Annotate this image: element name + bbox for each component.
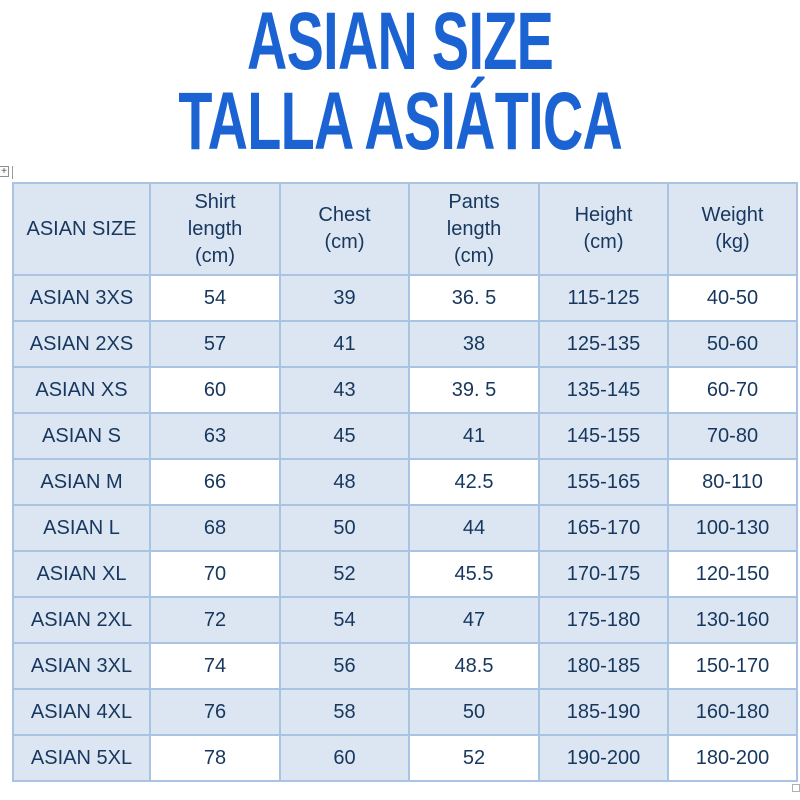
table-row: ASIAN L 68 50 44 165-170 100-130 (12, 504, 798, 552)
value-cell: 60-70 (667, 366, 798, 414)
value-cell: 58 (279, 688, 410, 736)
value-cell: 68 (149, 504, 281, 552)
value-cell: 39 (279, 274, 410, 322)
size-label-cell: ASIAN S (12, 412, 151, 460)
value-cell: 50-60 (667, 320, 798, 368)
size-label-cell: ASIAN XS (12, 366, 151, 414)
value-cell: 160-180 (667, 688, 798, 736)
table-row: ASIAN M 66 48 42.5 155-165 80-110 (12, 458, 798, 506)
table-move-handle-icon[interactable]: + (0, 166, 9, 177)
size-label-cell: ASIAN 2XL (12, 596, 151, 644)
value-cell: 100-130 (667, 504, 798, 552)
value-cell: 39. 5 (408, 366, 540, 414)
value-cell: 54 (149, 274, 281, 322)
value-cell: 48 (279, 458, 410, 506)
value-cell: 41 (279, 320, 410, 368)
value-cell: 165-170 (538, 504, 669, 552)
value-cell: 170-175 (538, 550, 669, 598)
value-cell: 40-50 (667, 274, 798, 322)
value-cell: 180-185 (538, 642, 669, 690)
size-label-cell: ASIAN XL (12, 550, 151, 598)
title-line-spanish: TALLA ASIÁTICA (178, 76, 622, 167)
table-row: ASIAN 4XL 76 58 50 185-190 160-180 (12, 688, 798, 736)
size-label-cell: ASIAN 3XL (12, 642, 151, 690)
value-cell: 52 (279, 550, 410, 598)
value-cell: 74 (149, 642, 281, 690)
header-row: ASIAN SIZE Shirt length (cm) Chest (cm) Pan… (12, 182, 798, 276)
value-cell: 180-200 (667, 734, 798, 782)
value-cell: 45.5 (408, 550, 540, 598)
table-row: ASIAN XL 70 52 45.5 170-175 120-150 (12, 550, 798, 598)
size-label-cell: ASIAN L (12, 504, 151, 552)
title-line-english: ASIAN SIZE (246, 0, 554, 87)
table-handle-tick (12, 166, 13, 179)
value-cell: 60 (149, 366, 281, 414)
value-cell: 50 (279, 504, 410, 552)
value-cell: 145-155 (538, 412, 669, 460)
value-cell: 38 (408, 320, 540, 368)
value-cell: 45 (279, 412, 410, 460)
value-cell: 185-190 (538, 688, 669, 736)
value-cell: 57 (149, 320, 281, 368)
value-cell: 50 (408, 688, 540, 736)
header-cell: ASIAN SIZE (12, 182, 151, 276)
size-table: ASIAN SIZE Shirt length (cm) Chest (cm) Pan… (12, 182, 798, 782)
header-cell: Height (cm) (538, 182, 669, 276)
header-cell: Pants length (cm) (408, 182, 540, 276)
value-cell: 125-135 (538, 320, 669, 368)
table-row: ASIAN S 63 45 41 145-155 70-80 (12, 412, 798, 460)
value-cell: 70 (149, 550, 281, 598)
page-title: ASIAN SIZE TALLA ASIÁTICA (0, 0, 800, 167)
table-row: ASIAN 3XS 54 39 36. 5 115-125 40-50 (12, 274, 798, 322)
value-cell: 120-150 (667, 550, 798, 598)
value-cell: 150-170 (667, 642, 798, 690)
size-label-cell: ASIAN 3XS (12, 274, 151, 322)
value-cell: 78 (149, 734, 281, 782)
value-cell: 190-200 (538, 734, 669, 782)
value-cell: 63 (149, 412, 281, 460)
value-cell: 41 (408, 412, 540, 460)
table-row: ASIAN 2XL 72 54 47 175-180 130-160 (12, 596, 798, 644)
value-cell: 80-110 (667, 458, 798, 506)
size-label-cell: ASIAN 5XL (12, 734, 151, 782)
value-cell: 54 (279, 596, 410, 644)
value-cell: 175-180 (538, 596, 669, 644)
value-cell: 43 (279, 366, 410, 414)
value-cell: 155-165 (538, 458, 669, 506)
value-cell: 36. 5 (408, 274, 540, 322)
value-cell: 44 (408, 504, 540, 552)
size-label-cell: ASIAN 2XS (12, 320, 151, 368)
value-cell: 115-125 (538, 274, 669, 322)
value-cell: 42.5 (408, 458, 540, 506)
table-row: ASIAN 2XS 57 41 38 125-135 50-60 (12, 320, 798, 368)
value-cell: 72 (149, 596, 281, 644)
size-table-container: ASIAN SIZE Shirt length (cm) Chest (cm) Pan… (12, 182, 798, 782)
header-cell: Weight (kg) (667, 182, 798, 276)
table-row: ASIAN 5XL 78 60 52 190-200 180-200 (12, 734, 798, 782)
value-cell: 66 (149, 458, 281, 506)
header-cell: Shirt length (cm) (149, 182, 281, 276)
value-cell: 56 (279, 642, 410, 690)
value-cell: 70-80 (667, 412, 798, 460)
value-cell: 48.5 (408, 642, 540, 690)
value-cell: 52 (408, 734, 540, 782)
size-label-cell: ASIAN 4XL (12, 688, 151, 736)
value-cell: 47 (408, 596, 540, 644)
header-cell: Chest (cm) (279, 182, 410, 276)
table-row: ASIAN 3XL 74 56 48.5 180-185 150-170 (12, 642, 798, 690)
size-table-body: ASIAN 3XS 54 39 36. 5 115-125 40-50 ASIAN 2XS 5… (12, 274, 798, 782)
value-cell: 60 (279, 734, 410, 782)
value-cell: 135-145 (538, 366, 669, 414)
size-label-cell: ASIAN M (12, 458, 151, 506)
table-resize-handle[interactable] (792, 784, 800, 792)
value-cell: 130-160 (667, 596, 798, 644)
value-cell: 76 (149, 688, 281, 736)
table-row: ASIAN XS 60 43 39. 5 135-145 60-70 (12, 366, 798, 414)
